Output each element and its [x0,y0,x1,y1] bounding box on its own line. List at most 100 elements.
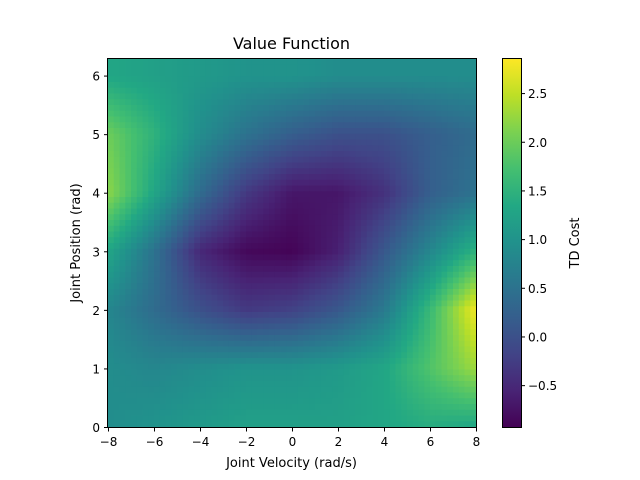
heatmap-cell [303,197,310,204]
heatmap-cell [453,116,460,123]
heatmap-cell [326,225,333,233]
heatmap-cell [182,116,190,123]
heatmap-cell [453,386,460,394]
heatmap-cell [458,225,466,233]
heatmap-cell [372,317,379,325]
heatmap-cell [280,185,287,192]
heatmap-cell [309,162,316,169]
heatmap-cell [200,208,207,215]
heatmap-cell [263,116,270,123]
heatmap-cell [441,398,448,405]
heatmap-cell [407,323,414,330]
heatmap-cell [418,386,425,394]
heatmap-cell [424,306,431,313]
heatmap-cell [470,248,477,256]
heatmap-cell [108,87,115,95]
heatmap-cell [188,214,195,221]
heatmap-cell [286,202,293,210]
heatmap-cell [228,64,236,72]
heatmap-cell [125,220,132,227]
heatmap-cell [361,352,368,359]
heatmap-cell [154,266,161,273]
heatmap-cell [453,99,460,106]
heatmap-cell [384,99,391,106]
heatmap-cell [194,329,201,336]
heatmap-cell [171,168,178,175]
heatmap-cell [159,409,167,417]
heatmap-cell [441,93,448,100]
heatmap-cell [251,323,259,330]
heatmap-cell [177,277,184,284]
heatmap-cell [131,220,138,227]
heatmap-cell [378,179,385,187]
heatmap-cell [297,162,305,169]
heatmap-cell [315,185,322,192]
heatmap-cell [194,122,201,129]
heatmap-cell [292,214,299,221]
heatmap-cell [165,421,172,428]
heatmap-cell [200,266,207,273]
heatmap-cell [251,398,259,405]
heatmap-cell [395,70,402,77]
heatmap-cell [430,133,437,141]
heatmap-cell [223,179,230,187]
heatmap-cell [257,202,264,210]
heatmap-cell [165,266,172,273]
heatmap-cell [303,340,310,348]
heatmap-cell [389,312,397,319]
heatmap-cell [309,335,316,342]
heatmap-cell [430,87,437,95]
heatmap-cell [246,133,253,141]
heatmap-cell [246,185,253,192]
heatmap-cell [395,346,402,353]
heatmap-cell [435,260,443,267]
heatmap-cell [441,122,448,129]
heatmap-cell [309,323,316,330]
heatmap-cell [217,145,224,152]
heatmap-cell [470,99,477,106]
heatmap-cell [453,191,460,198]
heatmap-cell [361,358,368,365]
heatmap-cell [200,191,207,198]
heatmap-cell [384,421,391,428]
heatmap-cell [384,409,391,417]
heatmap-cell [378,202,385,210]
heatmap-cell [136,306,144,313]
heatmap-cell [407,248,414,256]
heatmap-cell [159,289,167,296]
heatmap-cell [177,243,184,250]
heatmap-cell [378,352,385,359]
heatmap-cell [407,340,414,348]
heatmap-cell [384,70,391,77]
heatmap-cell [113,398,121,405]
heatmap-cell [412,289,420,296]
heatmap-cell [366,248,374,256]
heatmap-cell [211,248,218,256]
heatmap-cell [470,363,477,371]
heatmap-cell [223,358,230,365]
heatmap-cell [119,82,126,89]
heatmap-cell [361,225,368,233]
heatmap-cell [447,306,454,313]
heatmap-cell [211,415,218,422]
heatmap-cell [159,179,167,187]
heatmap-cell [251,225,259,233]
heatmap-cell [125,271,132,279]
heatmap-cell [441,415,448,422]
heatmap-cell [113,335,121,342]
heatmap-cell [297,59,305,66]
heatmap-cell [286,271,293,279]
heatmap-cell [274,375,282,382]
heatmap-cell [326,277,333,284]
heatmap-cell [430,168,437,175]
heatmap-cell [441,277,448,284]
heatmap-cell [435,59,443,66]
heatmap-cell [251,415,259,422]
heatmap-cell [412,99,420,106]
x-tick-label: −2 [238,435,256,449]
heatmap-cell [131,289,138,296]
heatmap-cell [315,415,322,422]
heatmap-cell [194,185,201,192]
heatmap-cell [177,335,184,342]
heatmap-cell [177,352,184,359]
